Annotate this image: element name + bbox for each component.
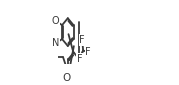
Text: F: F: [85, 47, 91, 57]
Text: F: F: [77, 54, 83, 64]
Text: F: F: [79, 35, 85, 45]
Text: N: N: [52, 38, 59, 48]
Text: O: O: [52, 16, 59, 26]
Text: O: O: [63, 73, 71, 83]
